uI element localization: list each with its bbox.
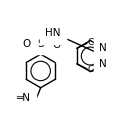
Text: ═N: ═N bbox=[16, 93, 30, 103]
Text: S: S bbox=[37, 39, 44, 49]
Text: CH₃: CH₃ bbox=[88, 65, 104, 74]
Text: CH₃: CH₃ bbox=[88, 38, 104, 47]
Text: N: N bbox=[99, 59, 107, 69]
Text: HN: HN bbox=[45, 28, 61, 38]
Text: O: O bbox=[53, 40, 61, 50]
Text: O: O bbox=[23, 39, 31, 49]
Text: N: N bbox=[99, 43, 107, 53]
